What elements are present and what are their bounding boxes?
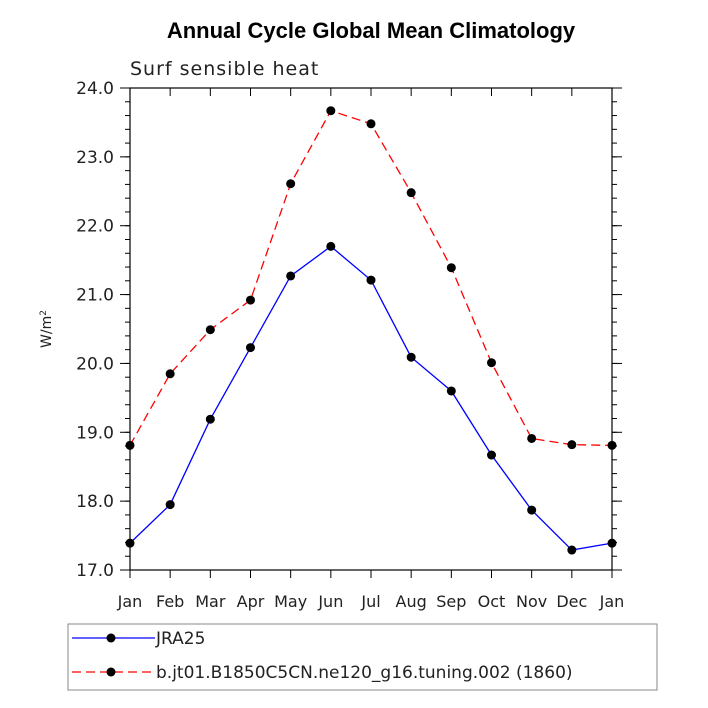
y-axis-label-base: W/m [39, 316, 55, 348]
data-point [446, 263, 456, 273]
x-tick-label: Jun [317, 592, 343, 611]
y-tick-label: 20.0 [76, 354, 114, 374]
data-point [446, 386, 456, 396]
data-point [607, 440, 617, 450]
plot-frame [129, 87, 613, 571]
data-point [487, 450, 496, 460]
data-point [205, 414, 215, 424]
data-point [246, 295, 255, 305]
x-tick-label: Apr [237, 592, 265, 611]
x-tick-label: Mar [195, 592, 226, 611]
x-tick-label: Aug [396, 592, 427, 611]
y-tick-label: 22.0 [76, 217, 114, 237]
x-tick-label: Feb [156, 592, 184, 611]
data-point [246, 343, 255, 353]
y-tick-label: 23.0 [76, 148, 114, 168]
data-point [165, 500, 175, 510]
legend: JRA25 b.jt01.B1850C5CN.ne120_g16.tuning.0… [72, 629, 573, 683]
y-tick-labels: 17.0 18.0 19.0 20.0 21.0 22.0 23.0 24.0 [76, 79, 114, 581]
chart-subtitle: Surf sensible heat [130, 58, 319, 80]
series-line [129, 245, 613, 551]
y-tick-label: 19.0 [76, 423, 114, 443]
data-point [286, 271, 296, 281]
x-tick-label: Oct [478, 592, 506, 611]
data-point [366, 275, 376, 285]
data-point [326, 241, 336, 251]
y-tick-label: 21.0 [76, 286, 114, 306]
data-point [366, 119, 376, 129]
x-tick-label: Jan [117, 592, 143, 611]
legend-label: b.jt01.B1850C5CN.ne120_g16.tuning.002 (1… [156, 663, 573, 683]
data-point [125, 538, 135, 548]
data-point [125, 440, 135, 450]
x-tick-label: Nov [516, 592, 547, 611]
data-point [607, 538, 617, 548]
y-tick-label: 17.0 [76, 561, 114, 581]
legend-box [67, 623, 658, 691]
data-point [165, 369, 175, 379]
data-point [527, 433, 537, 443]
data-point [567, 545, 577, 555]
x-tick-label: Jul [360, 592, 380, 611]
series-layer [125, 106, 617, 555]
legend-marker [106, 667, 116, 677]
x-tick-label: Sep [436, 592, 466, 611]
data-point [406, 188, 416, 198]
data-point [487, 358, 496, 368]
data-point [205, 325, 215, 335]
axis-ticks [120, 87, 622, 578]
data-point [326, 106, 336, 116]
x-tick-label: Jan [599, 592, 625, 611]
data-point [406, 352, 416, 362]
data-point [567, 440, 577, 450]
y-axis-label: W/m2 [39, 310, 55, 348]
x-tick-label: May [274, 592, 307, 611]
x-tick-label: Dec [556, 592, 587, 611]
y-axis-label-superscript: 2 [39, 310, 49, 316]
legend-marker [106, 633, 116, 643]
data-point [527, 505, 537, 515]
x-tick-labels: Jan Feb Mar Apr May Jun Jul Aug Sep Oct Nov Dec Jan [117, 592, 625, 611]
chart-title: Annual Cycle Global Mean Climatology [167, 18, 576, 43]
y-tick-label: 18.0 [76, 492, 114, 512]
legend-label: JRA25 [155, 629, 205, 649]
y-tick-label: 24.0 [76, 79, 114, 99]
data-point [286, 179, 296, 189]
